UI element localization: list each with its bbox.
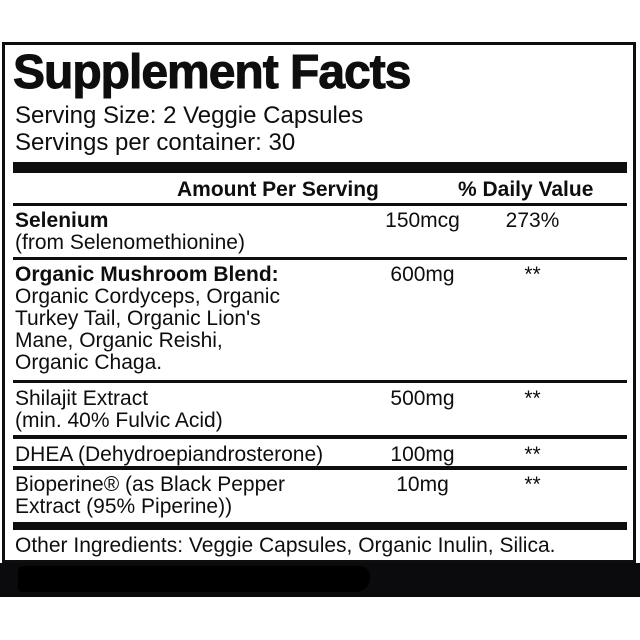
ingredient-detail: Organic Chaga.: [15, 351, 163, 374]
ingredient-daily-value: **: [524, 473, 541, 496]
ingredient-daily-value: **: [524, 387, 541, 410]
ingredient-amount: 100mg: [390, 443, 455, 466]
other-ingredients-line: Other Ingredients: Veggie Capsules, Orga…: [15, 534, 556, 557]
ingredient-amount: 150mcg: [385, 209, 460, 232]
ingredient-detail: Turkey Tail, Organic Lion's: [15, 307, 261, 330]
ingredient-amount: 500mg: [390, 387, 455, 410]
ingredient-name: DHEA (Dehydroepiandrosterone): [15, 443, 324, 466]
ingredient-row-mushroom-blend: Organic Mushroom Blend: Organic Cordycep…: [15, 264, 627, 374]
ingredient-name: Bioperine® (as Black Pepper: [15, 473, 285, 496]
ingredient-detail: Organic Cordyceps, Organic: [15, 285, 280, 308]
ingredient-amount: 600mg: [390, 263, 455, 286]
divider-after-mushroom-blend: [13, 380, 627, 383]
supplement-facts-panel: Supplement Facts Serving Size: 2 Veggie …: [2, 42, 636, 563]
ingredient-name: Selenium: [15, 209, 109, 232]
ingredient-row-selenium: Selenium (from Selenomethionine) 150mcg …: [15, 210, 627, 254]
thick-divider-bottom: [13, 522, 627, 530]
divider-after-selenium: [13, 257, 627, 260]
ingredient-name-block: Shilajit Extract (min. 40% Fulvic Acid): [15, 388, 355, 432]
ingredient-name-block: DHEA (Dehydroepiandrosterone): [15, 444, 355, 466]
ingredient-detail: Extract (95% Piperine)): [15, 495, 233, 518]
ingredient-name: Shilajit Extract: [15, 387, 149, 410]
ingredient-name-block: Organic Mushroom Blend: Organic Cordycep…: [15, 264, 355, 374]
ingredient-row-dhea: DHEA (Dehydroepiandrosterone) 100mg **: [15, 444, 627, 466]
ingredient-daily-value: **: [524, 263, 541, 286]
thick-divider-top: [13, 162, 627, 173]
divider-under-header: [13, 203, 627, 206]
ingredient-daily-value: **: [524, 443, 541, 466]
amount-per-serving-header: Amount Per Serving: [177, 178, 379, 201]
servings-per-container-line: Servings per container: 30: [15, 129, 296, 156]
ingredient-amount: 10mg: [396, 473, 449, 496]
bottom-dark-band: [0, 563, 640, 597]
ingredient-detail: Mane, Organic Reishi,: [15, 329, 223, 352]
divider-after-shilajit: [13, 435, 627, 439]
ingredient-row-bioperine: Bioperine® (as Black Pepper Extract (95%…: [15, 474, 627, 518]
ingredient-name-block: Selenium (from Selenomethionine): [15, 210, 355, 254]
divider-after-dhea: [13, 466, 627, 470]
ingredient-detail: (min. 40% Fulvic Acid): [15, 409, 223, 432]
ingredient-name-block: Bioperine® (as Black Pepper Extract (95%…: [15, 474, 355, 518]
panel-title: Supplement Facts: [12, 46, 411, 99]
ingredient-name: Organic Mushroom Blend:: [15, 263, 279, 286]
illegible-dark-text-blob: [18, 566, 370, 592]
daily-value-header: % Daily Value: [458, 178, 594, 201]
ingredient-row-shilajit: Shilajit Extract (min. 40% Fulvic Acid) …: [15, 388, 627, 432]
serving-size-line: Serving Size: 2 Veggie Capsules: [15, 102, 364, 129]
ingredient-detail: (from Selenomethionine): [15, 231, 245, 254]
ingredient-daily-value: 273%: [505, 209, 560, 232]
